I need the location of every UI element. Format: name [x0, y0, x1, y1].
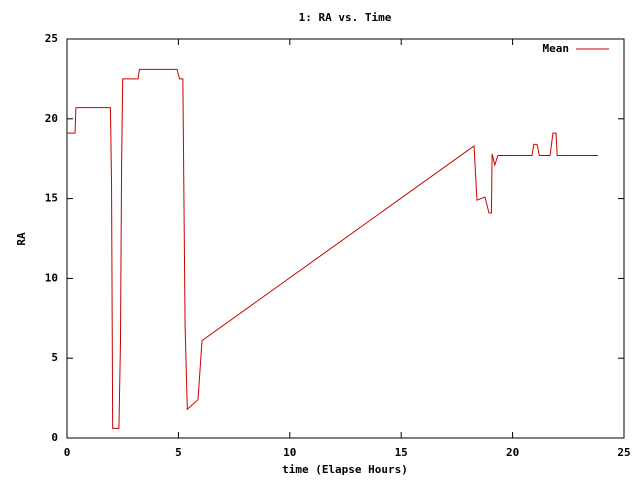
- chart-title: 1: RA vs. Time: [299, 11, 392, 24]
- y-tick-label: 0: [51, 431, 58, 444]
- data-line: [67, 68, 598, 429]
- x-tick-label: 25: [617, 446, 630, 459]
- y-tick-label: 10: [45, 271, 58, 284]
- y-tick-label: 20: [45, 112, 58, 125]
- x-tick-label: 10: [283, 446, 296, 459]
- x-tick-label: 5: [175, 446, 182, 459]
- x-tick-label: 15: [395, 446, 408, 459]
- y-tick-label: 5: [51, 351, 58, 364]
- x-tick-label: 0: [64, 446, 71, 459]
- plot-frame: [66, 38, 625, 439]
- x-axis-label: time (Elapse Hours): [282, 463, 408, 476]
- x-tick-label: 20: [506, 446, 519, 459]
- y-tick-label: 15: [45, 192, 58, 205]
- y-axis-label: RA: [15, 232, 28, 246]
- y-tick-label: 25: [45, 32, 58, 45]
- legend-label: Mean: [543, 42, 570, 55]
